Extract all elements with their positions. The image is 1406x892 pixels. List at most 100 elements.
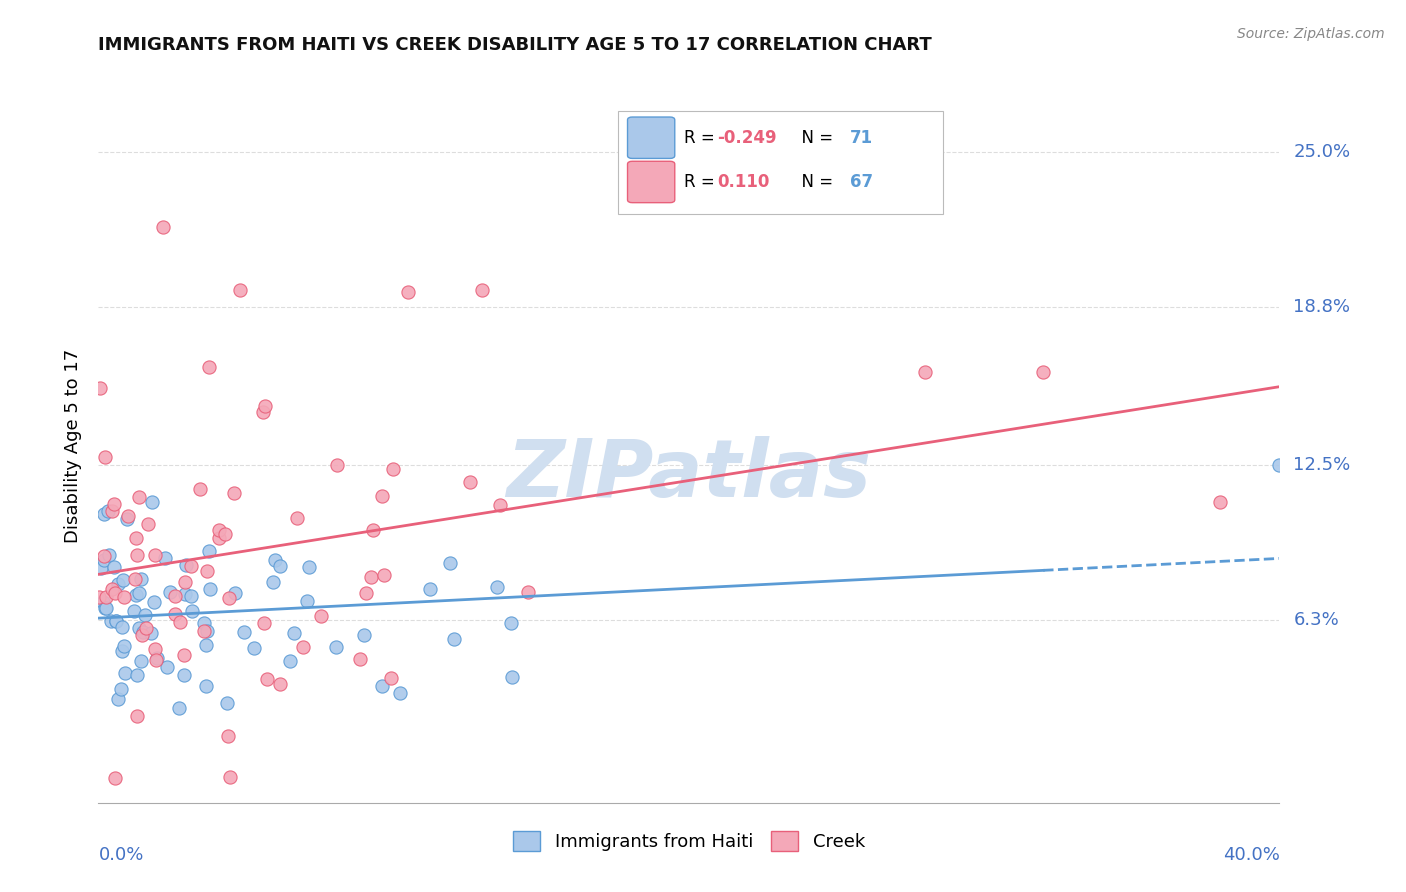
Point: [117, 509, 139, 524]
Point: [169, 615, 191, 629]
Point: [1268, 458, 1291, 472]
Point: [291, 640, 314, 655]
Point: [198, 582, 221, 596]
Text: N =: N =: [790, 128, 838, 146]
Point: [198, 360, 221, 375]
Point: [363, 523, 385, 537]
Point: [91, 595, 114, 609]
Point: [159, 584, 181, 599]
Text: 12.5%: 12.5%: [1294, 456, 1351, 474]
Point: [295, 593, 318, 607]
Point: [93, 507, 115, 521]
Point: [96, 600, 118, 615]
Point: [252, 405, 274, 419]
Point: [139, 625, 162, 640]
Point: [471, 283, 494, 297]
Point: [380, 671, 402, 685]
Point: [371, 679, 394, 693]
Point: [112, 591, 135, 605]
Point: [152, 219, 174, 234]
Point: [298, 559, 321, 574]
Point: [360, 570, 382, 584]
Point: [134, 608, 156, 623]
Text: 25.0%: 25.0%: [1294, 143, 1351, 161]
Point: [458, 475, 481, 489]
Y-axis label: Disability Age 5 to 17: Disability Age 5 to 17: [65, 349, 83, 543]
Point: [141, 495, 163, 509]
Point: [254, 399, 277, 413]
Text: 0.0%: 0.0%: [98, 846, 143, 863]
Point: [253, 615, 276, 630]
Point: [195, 564, 218, 578]
Point: [96, 591, 118, 605]
Point: [501, 669, 523, 683]
Legend: Immigrants from Haiti, Creek: Immigrants from Haiti, Creek: [506, 823, 872, 858]
Point: [105, 614, 128, 628]
Point: [914, 365, 936, 379]
Point: [195, 624, 218, 639]
Point: [173, 648, 195, 662]
Point: [97, 504, 120, 518]
Point: [156, 660, 179, 674]
Point: [229, 283, 252, 297]
Point: [107, 576, 129, 591]
Point: [107, 691, 129, 706]
Point: [143, 548, 166, 562]
Point: [125, 531, 148, 545]
Point: [193, 624, 215, 638]
Point: [103, 497, 125, 511]
Point: [128, 621, 150, 635]
Point: [353, 628, 375, 642]
Point: [499, 615, 522, 630]
Point: [208, 532, 231, 546]
Point: [115, 512, 138, 526]
Point: [125, 588, 148, 602]
Point: [396, 285, 419, 299]
Point: [94, 450, 117, 464]
Point: [193, 615, 215, 630]
Point: [326, 458, 349, 473]
Point: [105, 615, 128, 629]
Point: [1209, 495, 1232, 509]
Point: [179, 558, 201, 573]
Point: [190, 482, 212, 496]
Point: [180, 589, 202, 603]
Point: [283, 626, 305, 640]
Point: [89, 382, 111, 396]
Point: [165, 607, 187, 621]
Point: [419, 582, 441, 597]
Point: [208, 523, 231, 537]
Point: [111, 620, 134, 634]
Point: [110, 681, 132, 696]
Point: [111, 574, 134, 588]
Point: [269, 558, 291, 573]
Point: [136, 517, 159, 532]
Point: [485, 580, 508, 594]
Point: [278, 654, 301, 668]
Point: [104, 586, 127, 600]
Point: [112, 639, 135, 653]
Point: [373, 567, 395, 582]
Point: [218, 591, 240, 605]
Point: [127, 668, 149, 682]
Point: [215, 696, 238, 710]
Point: [311, 609, 333, 624]
Text: Source: ZipAtlas.com: Source: ZipAtlas.com: [1237, 27, 1385, 41]
Point: [145, 653, 167, 667]
Point: [443, 632, 465, 647]
Text: 18.8%: 18.8%: [1294, 298, 1350, 316]
Point: [195, 679, 218, 693]
Point: [142, 594, 165, 608]
Point: [243, 641, 266, 656]
Point: [103, 560, 125, 574]
Text: R =: R =: [685, 173, 725, 191]
Point: [214, 527, 236, 541]
Point: [90, 561, 112, 575]
Point: [217, 729, 239, 743]
Point: [135, 621, 157, 635]
Point: [131, 572, 153, 586]
Point: [129, 654, 152, 668]
Point: [349, 652, 371, 666]
Point: [356, 586, 378, 600]
Point: [173, 668, 195, 682]
